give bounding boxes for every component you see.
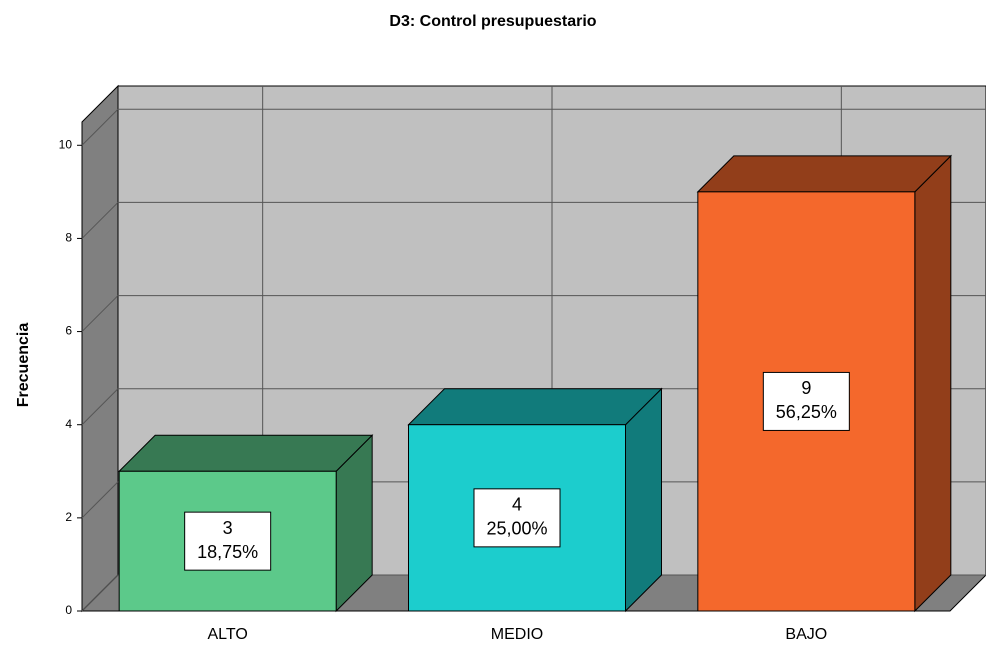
y-tick-label: 2 [65, 510, 72, 524]
y-tick-label: 8 [65, 231, 72, 245]
data-label-box [762, 371, 850, 431]
data-label-percent: 25,00% [486, 519, 547, 539]
data-label: 9 [801, 378, 811, 398]
grid-line [81, 388, 119, 426]
grid-line [81, 481, 119, 519]
x-tick-label: BAJO [785, 626, 827, 643]
grid-line [81, 202, 119, 239]
data-label-percent: 56,25% [776, 402, 837, 422]
data-label-percent: 18,75% [197, 542, 258, 562]
x-tick-label: ALTO [208, 626, 248, 643]
bar-side [625, 387, 662, 613]
grid-line [81, 295, 119, 332]
y-tick-label: 0 [65, 603, 72, 617]
y-tick-label: 6 [65, 324, 72, 338]
bar-top [696, 155, 953, 193]
data-label-box [184, 511, 272, 571]
data-label: 3 [223, 518, 233, 538]
bar-top [117, 434, 374, 472]
y-tick-label: 10 [59, 137, 73, 151]
grid-line [81, 108, 119, 146]
chart-title: D3: Control presupuestario [389, 13, 596, 30]
x-tick-label: MEDIO [491, 626, 543, 643]
grid-line [81, 574, 119, 612]
bar-side [914, 154, 952, 613]
left-wall [81, 84, 119, 613]
y-tick-label: 4 [65, 417, 72, 431]
bar-top [407, 388, 663, 426]
data-label-box [473, 488, 561, 548]
y-axis-label: Frecuencia [15, 323, 32, 408]
data-label: 4 [512, 495, 522, 515]
